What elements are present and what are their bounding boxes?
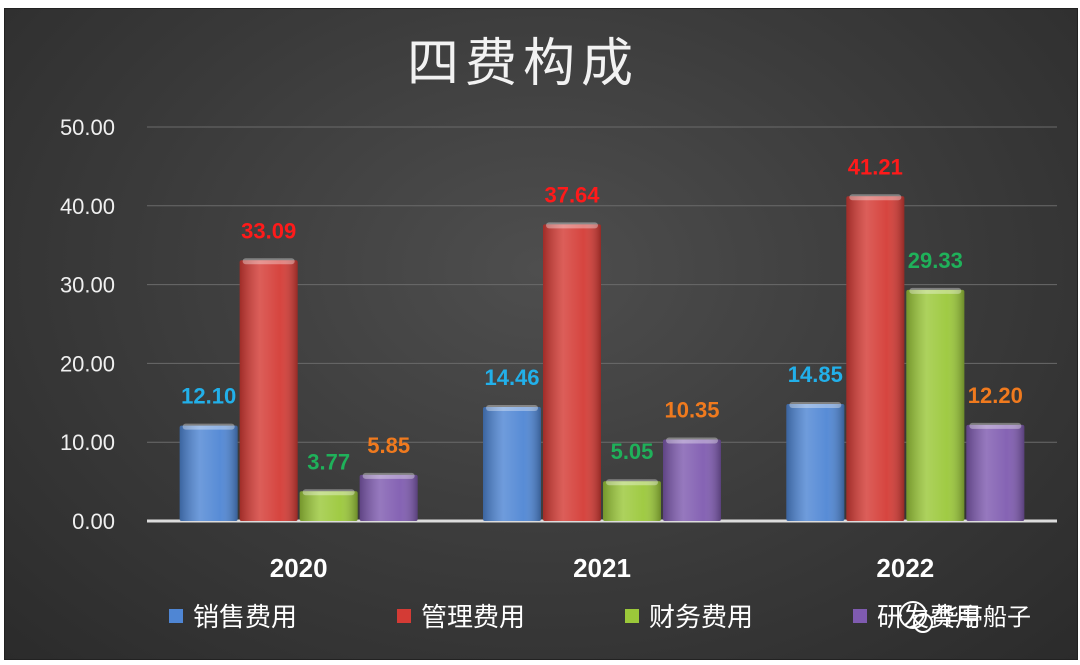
legend-swatch — [397, 609, 411, 623]
legend-label: 财务费用 — [649, 603, 753, 633]
legend: 销售费用 管理费用 财务费用 研发费用 — [169, 603, 981, 633]
bar-shine — [179, 425, 238, 521]
data-label: 10.35 — [664, 397, 719, 422]
bar-shine — [239, 260, 298, 521]
data-label: 5.05 — [611, 439, 654, 464]
bar-top — [546, 222, 598, 229]
bar-top — [302, 489, 355, 496]
data-label: 41.21 — [848, 154, 903, 179]
bars-layer — [179, 194, 1025, 522]
legend-label: 销售费用 — [193, 603, 297, 633]
chart-svg: 四费构成 0.00 10.00 20.00 30.00 40.00 50.00 12.10… — [60, 34, 1057, 633]
bar-top — [909, 287, 962, 294]
x-category-label: 2021 — [573, 553, 631, 583]
bar-shine — [299, 491, 358, 521]
bar-2020-1 — [239, 258, 298, 521]
data-label: 14.46 — [484, 365, 539, 390]
x-category-label: 2020 — [270, 553, 328, 583]
watermark: 华亭船子 — [899, 601, 1031, 633]
bar-top — [606, 479, 658, 486]
legend-swatch — [853, 609, 867, 623]
chart-title: 四费构成 — [407, 34, 639, 94]
y-tick-label: 50.00 — [60, 115, 115, 140]
bar-2021-0 — [483, 405, 541, 521]
bar-top — [849, 194, 902, 201]
data-label: 12.10 — [181, 384, 236, 409]
legend-label: 研发费用 — [877, 603, 981, 633]
bar-shine — [359, 474, 418, 521]
data-label: 5.85 — [367, 433, 410, 458]
bar-top — [969, 422, 1022, 429]
wechat-icon-inner — [913, 613, 933, 633]
bar-shine — [603, 481, 661, 521]
y-tick-label: 30.00 — [60, 273, 115, 298]
bar-2020-3 — [359, 472, 418, 521]
watermark-text: 华亭船子 — [935, 603, 1031, 631]
chart-frame: 四费构成 0.00 10.00 20.00 30.00 40.00 50.00 12.10… — [4, 8, 1078, 660]
bar-top — [486, 405, 538, 412]
bar-shine — [786, 403, 845, 521]
data-label: 37.64 — [544, 182, 600, 207]
data-label: 3.77 — [307, 449, 350, 474]
bar-2021-3 — [663, 437, 721, 521]
legend-label: 管理费用 — [421, 603, 525, 633]
bar-shine — [966, 424, 1025, 521]
bar-2021-1 — [543, 222, 601, 522]
x-category-label: 2022 — [876, 553, 934, 583]
bar-shine — [483, 407, 541, 521]
bar-2022-3 — [966, 422, 1025, 521]
bar-2022-0 — [786, 401, 845, 521]
bar-shine — [543, 224, 601, 522]
legend-swatch — [625, 609, 639, 623]
bar-2020-0 — [179, 423, 238, 521]
data-label: 29.33 — [908, 248, 963, 273]
data-label: 14.85 — [788, 362, 843, 387]
y-tick-label: 20.00 — [60, 351, 115, 376]
bar-2020-2 — [299, 489, 358, 521]
bar-top — [182, 423, 235, 430]
y-tick-label: 0.00 — [72, 509, 115, 534]
bar-top — [362, 472, 415, 479]
bar-shine — [846, 196, 905, 521]
data-label: 33.09 — [241, 218, 296, 243]
bar-top — [666, 437, 718, 444]
data-label: 12.20 — [968, 383, 1023, 408]
bar-top — [242, 258, 295, 265]
bar-shine — [906, 289, 965, 521]
bar-top — [789, 401, 842, 408]
bar-2022-1 — [846, 194, 905, 521]
bar-2021-2 — [603, 479, 661, 521]
labels-layer: 12.10 33.09 3.77 5.85 2020 14.46 37.64 5.05 10.3… — [181, 154, 1023, 583]
y-tick-label: 10.00 — [60, 430, 115, 455]
bar-2022-2 — [906, 287, 965, 521]
bar-shine — [663, 439, 721, 521]
grid-layer: 0.00 10.00 20.00 30.00 40.00 50.00 — [60, 115, 1057, 534]
legend-swatch — [169, 609, 183, 623]
y-tick-label: 40.00 — [60, 194, 115, 219]
